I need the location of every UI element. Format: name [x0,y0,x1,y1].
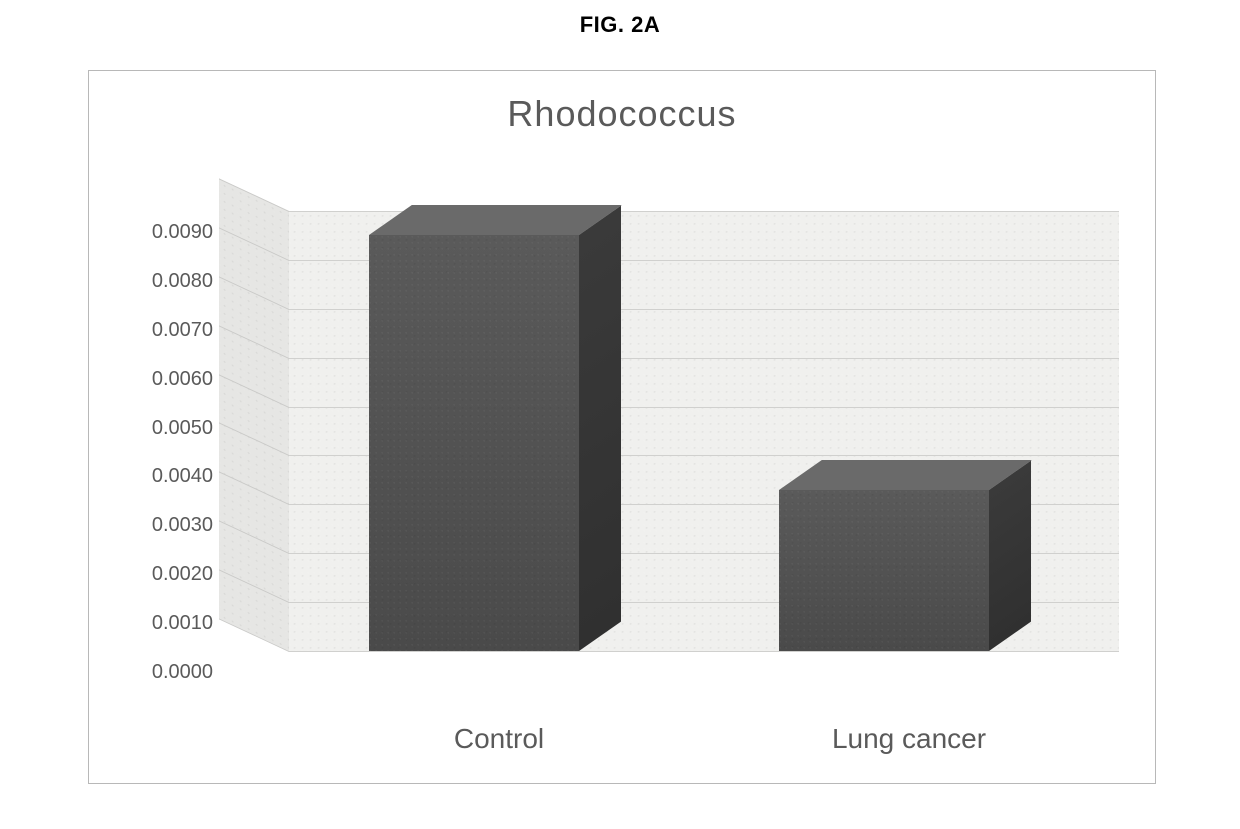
y-tick-label: 0.0090 [123,221,213,244]
y-tick-label: 0.0080 [123,270,213,293]
y-tick-label: 0.0050 [123,417,213,440]
y-axis-labels: 0.0090 0.0080 0.0070 0.0060 0.0050 0.0040 0.00… [123,211,213,681]
y-tick-label: 0.0010 [123,612,213,635]
gridline-side [219,423,289,457]
x-axis-labels: Control Lung cancer [219,723,1119,763]
x-label-lung-cancer: Lung cancer [749,723,1069,755]
y-tick-label: 0.0030 [123,514,213,537]
y-tick-label: 0.0040 [123,465,213,488]
gridline-side [219,569,289,603]
x-label-control: Control [369,723,629,755]
gridline-side [219,618,289,652]
gridline-side [219,276,289,310]
gridline [289,651,1119,652]
gridline-side [219,521,289,555]
y-tick-label: 0.0000 [123,661,213,684]
gridline-side [219,178,289,212]
plot-side-wall [219,178,289,651]
figure-label: FIG. 2A [0,0,1240,46]
gridline-side [219,227,289,261]
chart-title: Rhodococcus [89,93,1155,135]
plot-area [219,191,1119,691]
y-tick-label: 0.0060 [123,368,213,391]
y-tick-label: 0.0070 [123,319,213,342]
y-tick-label: 0.0020 [123,563,213,586]
gridline-side [219,374,289,408]
chart-frame: Rhodococcus 0.00900.00800.00700.00600.00… [88,70,1156,784]
gridline-side [219,472,289,506]
gridline-side [219,325,289,359]
